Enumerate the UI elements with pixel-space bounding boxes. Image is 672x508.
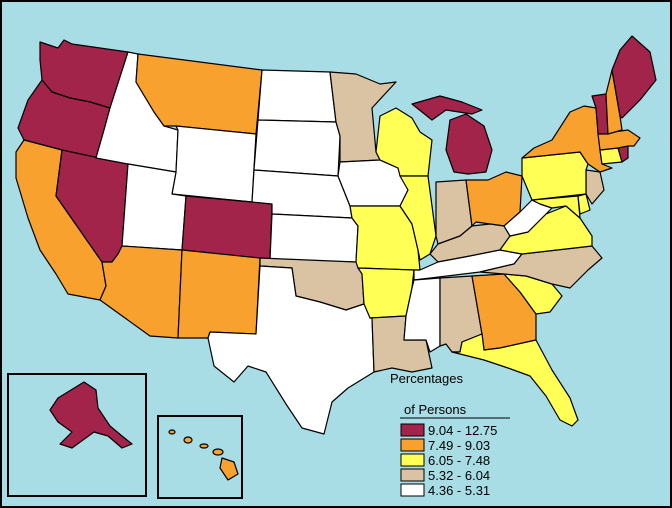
legend-title-line2: of Persons	[404, 402, 467, 417]
state-alaska	[49, 381, 133, 449]
states-layer	[15, 35, 657, 435]
state-colorado	[181, 195, 273, 261]
state-illinois	[399, 175, 437, 261]
legend-swatch-c1	[400, 423, 425, 437]
alaska-inset-frame	[7, 373, 147, 497]
legend-rows: 9.04 - 12.757.49 - 9.036.05 - 7.485.32 -…	[400, 423, 497, 498]
legend-label-c1: 9.04 - 12.75	[428, 423, 497, 438]
state-massachusetts	[597, 129, 641, 151]
legend-label-c5: 4.36 - 5.31	[428, 483, 490, 498]
state-texas	[207, 265, 375, 435]
state-new-jersey	[585, 169, 605, 205]
state-maine	[611, 35, 657, 119]
legend-label-c4: 5.32 - 6.04	[428, 468, 490, 483]
state-florida	[451, 333, 579, 427]
legend-label-c2: 7.49 - 9.03	[428, 438, 490, 453]
state-vermont	[591, 93, 609, 135]
legend-swatch-c5	[400, 483, 425, 497]
state-hawaii	[168, 429, 239, 481]
state-kansas	[269, 213, 359, 263]
hawaii-inset-frame	[157, 415, 243, 499]
state-south-dakota	[253, 119, 341, 177]
state-wyoming	[171, 125, 257, 203]
legend-swatch-c3	[400, 453, 425, 467]
state-arkansas	[357, 267, 415, 319]
state-mississippi	[403, 277, 441, 353]
legend-swatch-c2	[400, 438, 425, 452]
legend-swatch-c4	[400, 468, 425, 482]
hawaii-inset	[157, 415, 243, 499]
legend-title-line1: Percentages	[390, 371, 463, 386]
state-michigan	[411, 95, 493, 175]
map-legend: Percentages of Persons 9.04 - 12.757.49 …	[390, 371, 510, 498]
state-new-hampshire	[605, 69, 623, 135]
legend-label-c3: 6.05 - 7.48	[428, 453, 490, 468]
state-north-dakota	[257, 69, 337, 123]
state-new-mexico	[177, 249, 261, 339]
state-pennsylvania	[521, 151, 589, 201]
alaska-inset	[7, 373, 147, 497]
